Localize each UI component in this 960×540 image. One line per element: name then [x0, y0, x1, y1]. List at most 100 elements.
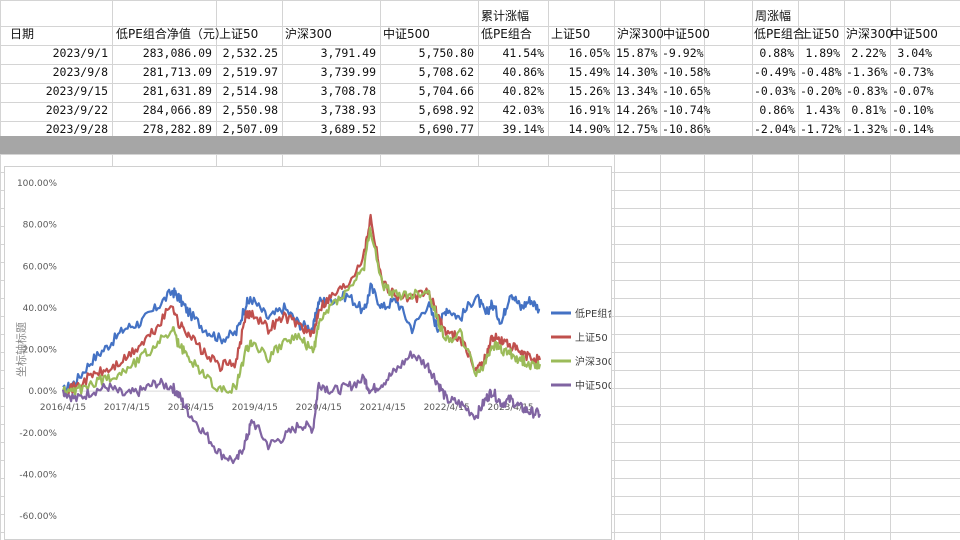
table-cell-date[interactable]: 2023/9/15: [45, 84, 108, 98]
legend-label: 沪深300: [575, 355, 611, 368]
table-cell-week-sz50[interactable]: 1.89%: [805, 46, 840, 60]
table-cell-zz500[interactable]: 5,690.77: [418, 122, 474, 136]
table-cell-nav[interactable]: 284,066.89: [142, 103, 212, 117]
chart-plot-area: -60.00% -40.00% -20.00% 0.00% 20.00% 40.00% 60…: [14, 179, 611, 522]
table-cell-week-hs300[interactable]: -1.32%: [846, 122, 888, 136]
table-cell-cum-zz500[interactable]: -10.74%: [662, 103, 711, 117]
table-cell-cum-lowpe[interactable]: 41.54%: [502, 46, 544, 60]
x-tick-label: 2019/4/15: [232, 403, 278, 413]
table-cell-week-hs300[interactable]: 2.22%: [851, 46, 886, 60]
table-cell-hs300[interactable]: 3,739.99: [320, 65, 376, 79]
table-cell-week-zz500[interactable]: -0.10%: [892, 103, 934, 117]
grid-column-line: [798, 0, 799, 540]
grid-row-line: [0, 83, 960, 84]
header-week-zz500[interactable]: 中证500: [891, 27, 938, 41]
table-cell-sz50[interactable]: 2,507.09: [222, 122, 278, 136]
table-cell-cum-lowpe[interactable]: 40.82%: [502, 84, 544, 98]
header-cum-zz500[interactable]: 中证500: [663, 27, 710, 41]
table-cell-week-lowpe[interactable]: -0.49%: [754, 65, 796, 79]
table-cell-cum-zz500[interactable]: -9.92%: [662, 46, 704, 60]
header-hs300[interactable]: 沪深300: [285, 27, 332, 41]
table-cell-week-zz500[interactable]: -0.07%: [892, 84, 934, 98]
table-cell-zz500[interactable]: 5,704.66: [418, 84, 474, 98]
table-cell-cum-hs300[interactable]: 13.34%: [616, 84, 658, 98]
table-cell-cum-zz500[interactable]: -10.58%: [662, 65, 711, 79]
table-cell-week-lowpe[interactable]: 0.86%: [759, 103, 794, 117]
table-cell-cum-hs300[interactable]: 15.87%: [616, 46, 658, 60]
header-weekly-group[interactable]: 周涨幅: [755, 9, 792, 23]
table-cell-week-hs300[interactable]: 0.81%: [851, 103, 886, 117]
x-tick-label: 2021/4/15: [360, 403, 406, 413]
table-cell-sz50[interactable]: 2,514.98: [222, 84, 278, 98]
table-cell-cum-lowpe[interactable]: 39.14%: [502, 122, 544, 136]
selected-row-band[interactable]: [0, 136, 960, 154]
table-cell-hs300[interactable]: 3,689.52: [320, 122, 376, 136]
table-cell-cum-sz50[interactable]: 15.26%: [568, 84, 610, 98]
header-cum-lowpe[interactable]: 低PE组合: [481, 27, 532, 41]
table-cell-week-lowpe[interactable]: -0.03%: [754, 84, 796, 98]
table-cell-week-sz50[interactable]: -0.48%: [800, 65, 842, 79]
table-cell-week-zz500[interactable]: -0.73%: [892, 65, 934, 79]
header-cumulative-group[interactable]: 累计涨幅: [481, 9, 530, 23]
table-cell-cum-hs300[interactable]: 14.30%: [616, 65, 658, 79]
y-tick-label: -40.00%: [19, 470, 57, 480]
series-line-0: [62, 282, 541, 395]
header-week-sz50[interactable]: 上证50: [800, 27, 840, 41]
grid-row-line: [0, 102, 960, 103]
line-chart[interactable]: -60.00% -40.00% -20.00% 0.00% 20.00% 40.00% 60…: [4, 166, 612, 540]
header-week-lowpe[interactable]: 低PE组合: [754, 27, 805, 41]
table-cell-week-sz50[interactable]: -0.20%: [800, 84, 842, 98]
table-cell-cum-zz500[interactable]: -10.86%: [662, 122, 711, 136]
table-cell-week-hs300[interactable]: -1.36%: [846, 65, 888, 79]
table-cell-nav[interactable]: 281,713.09: [142, 65, 212, 79]
grid-row-line: [0, 154, 960, 155]
table-cell-cum-sz50[interactable]: 15.49%: [568, 65, 610, 79]
table-cell-cum-lowpe[interactable]: 40.86%: [502, 65, 544, 79]
table-cell-sz50[interactable]: 2,519.97: [222, 65, 278, 79]
table-cell-hs300[interactable]: 3,708.78: [320, 84, 376, 98]
table-cell-cum-hs300[interactable]: 12.75%: [616, 122, 658, 136]
table-cell-date[interactable]: 2023/9/1: [52, 46, 108, 60]
header-cum-hs300[interactable]: 沪深300: [617, 27, 664, 41]
table-cell-week-hs300[interactable]: -0.83%: [846, 84, 888, 98]
table-cell-zz500[interactable]: 5,750.80: [418, 46, 474, 60]
header-nav[interactable]: 低PE组合净值（元）: [116, 27, 227, 41]
table-cell-cum-sz50[interactable]: 16.91%: [568, 103, 610, 117]
grid-row-line: [0, 45, 960, 46]
table-cell-hs300[interactable]: 3,791.49: [320, 46, 376, 60]
table-cell-nav[interactable]: 281,631.89: [142, 84, 212, 98]
table-cell-cum-lowpe[interactable]: 42.03%: [502, 103, 544, 117]
header-week-hs300[interactable]: 沪深300: [846, 27, 893, 41]
table-cell-week-sz50[interactable]: 1.43%: [805, 103, 840, 117]
table-cell-zz500[interactable]: 5,698.92: [418, 103, 474, 117]
grid-row-line: [0, 121, 960, 122]
header-cum-sz50[interactable]: 上证50: [551, 27, 591, 41]
header-zz500[interactable]: 中证500: [383, 27, 430, 41]
y-tick-label: 20.00%: [23, 346, 58, 356]
series-line-1: [62, 213, 542, 397]
grid-row-line: [0, 64, 960, 65]
table-cell-week-lowpe[interactable]: 0.88%: [759, 46, 794, 60]
header-date[interactable]: 日期: [10, 27, 35, 41]
table-cell-date[interactable]: 2023/9/28: [45, 122, 108, 136]
table-cell-week-zz500[interactable]: 3.04%: [897, 46, 932, 60]
table-cell-cum-sz50[interactable]: 16.05%: [568, 46, 610, 60]
table-cell-sz50[interactable]: 2,550.98: [222, 103, 278, 117]
y-tick-label: 80.00%: [23, 221, 58, 231]
table-cell-date[interactable]: 2023/9/22: [45, 103, 108, 117]
table-cell-cum-sz50[interactable]: 14.90%: [568, 122, 610, 136]
y-tick-label: 0.00%: [28, 387, 57, 397]
table-cell-zz500[interactable]: 5,708.62: [418, 65, 474, 79]
table-cell-cum-hs300[interactable]: 14.26%: [616, 103, 658, 117]
table-cell-week-lowpe[interactable]: -2.04%: [754, 122, 796, 136]
table-cell-nav[interactable]: 283,086.09: [142, 46, 212, 60]
header-sz50[interactable]: 上证50: [219, 27, 259, 41]
table-cell-week-sz50[interactable]: -1.72%: [800, 122, 842, 136]
table-cell-week-zz500[interactable]: -0.14%: [892, 122, 934, 136]
table-cell-hs300[interactable]: 3,738.93: [320, 103, 376, 117]
table-cell-sz50[interactable]: 2,532.25: [222, 46, 278, 60]
table-cell-date[interactable]: 2023/9/8: [52, 65, 108, 79]
table-cell-cum-zz500[interactable]: -10.65%: [662, 84, 711, 98]
table-cell-nav[interactable]: 278,282.89: [142, 122, 212, 136]
x-tick-label: 2020/4/15: [296, 403, 342, 413]
